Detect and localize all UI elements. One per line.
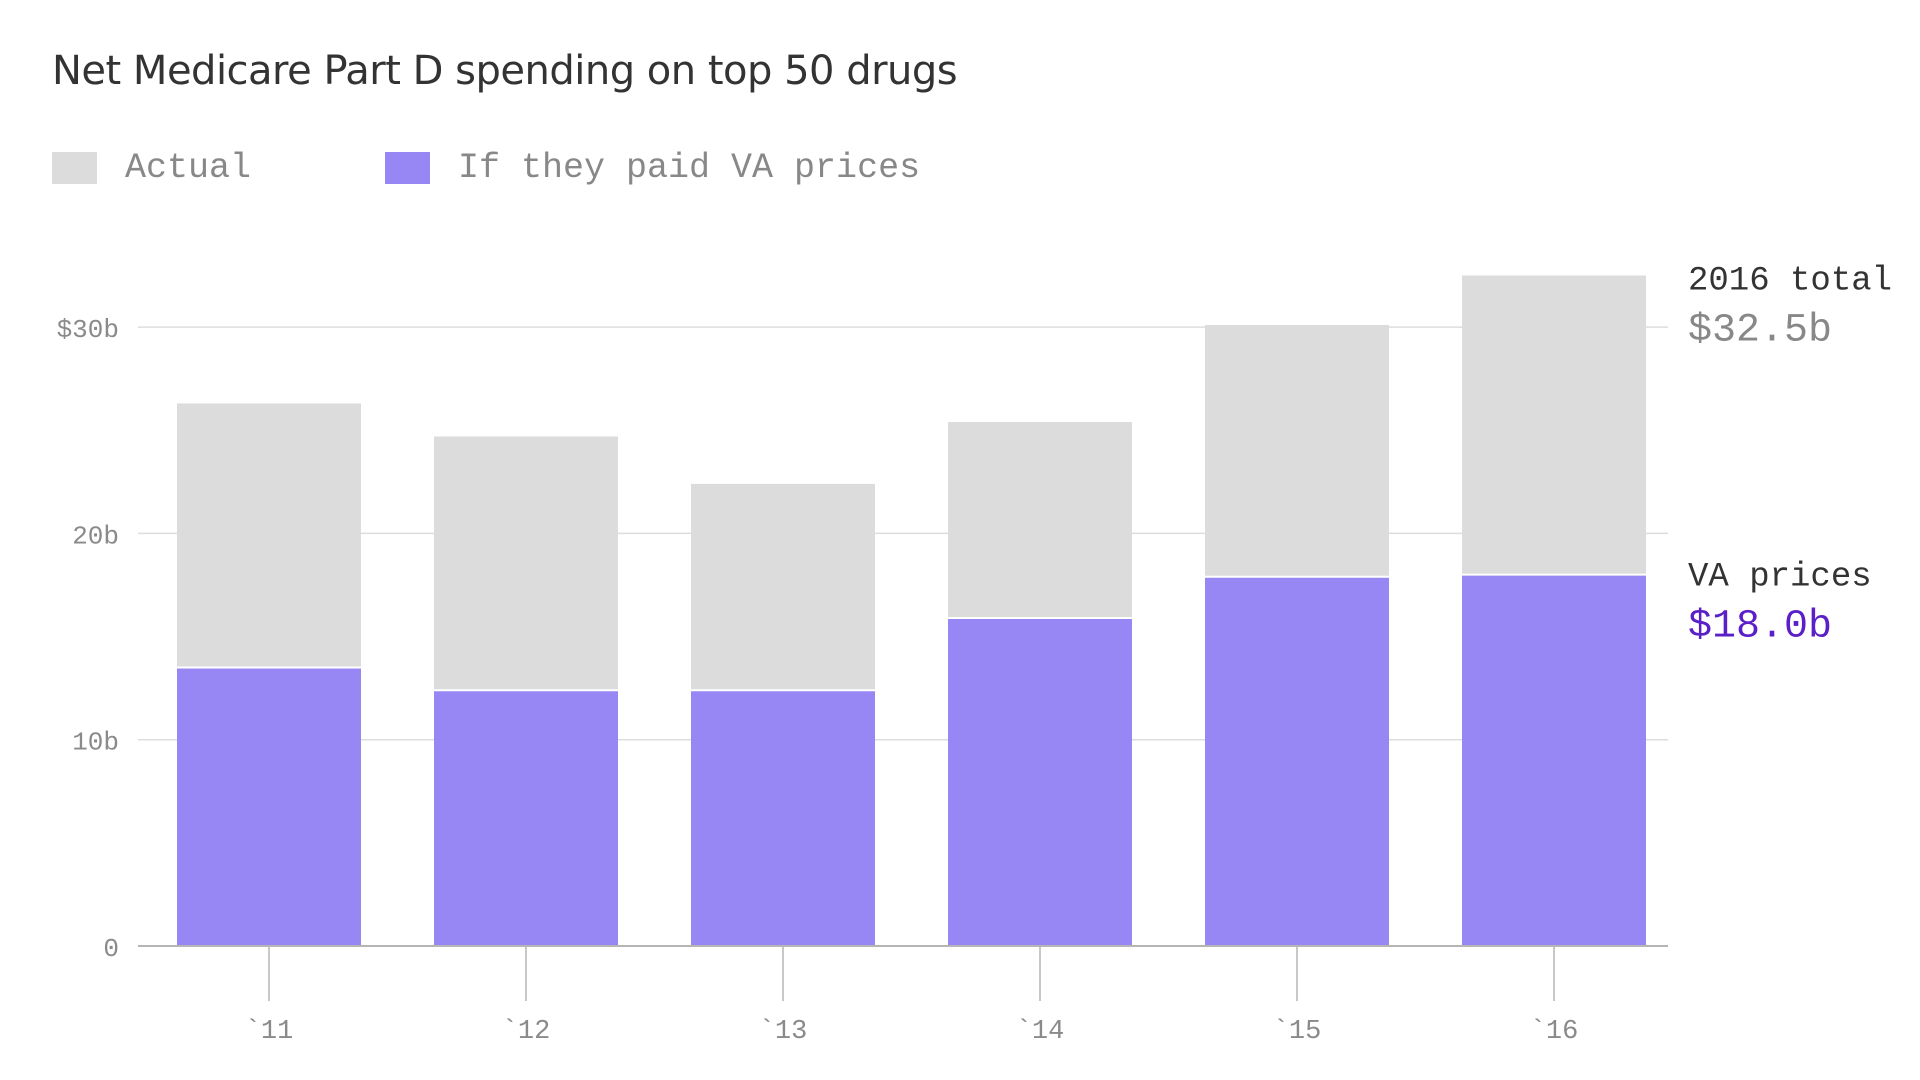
bar-va-4 (1205, 576, 1389, 946)
y-tick-label-0: 0 (103, 934, 119, 964)
legend-swatch-va (385, 152, 430, 184)
annotation-total-label: 2016 total (1688, 263, 1892, 301)
annotation-total-value: $32.5b (1688, 309, 1832, 354)
legend-item-actual: Actual (52, 148, 251, 188)
y-tick-label-2: 20b (72, 521, 119, 551)
x-tick-label-3: `14 (1016, 1017, 1065, 1047)
chart-title: Net Medicare Part D spending on top 50 d… (52, 48, 958, 94)
bar-va-1 (434, 690, 618, 946)
x-tick-label-2: `13 (759, 1017, 808, 1047)
bar-va-0 (177, 667, 361, 946)
label-layer: 2016 total $32.5b VA prices $18.0b (1688, 263, 1892, 650)
x-tick-label-1: `12 (502, 1017, 551, 1047)
bar-va-5 (1462, 574, 1646, 946)
annotation-va-label: VA prices (1688, 559, 1872, 597)
x-tick-label-5: `16 (1530, 1017, 1579, 1047)
legend-label-va: If they paid VA prices (458, 148, 921, 188)
legend-item-va: If they paid VA prices (385, 148, 920, 188)
bar-layer (177, 275, 1646, 946)
legend-label-actual: Actual (125, 148, 252, 188)
grid-layer (138, 326, 1668, 741)
y-tick-label-3: $30b (57, 315, 119, 345)
y-tick-label-1: 10b (72, 728, 119, 758)
x-tick-label-4: `15 (1273, 1017, 1322, 1047)
bar-va-3 (948, 617, 1132, 946)
annotation-va-value: $18.0b (1688, 605, 1832, 650)
bar-va-2 (691, 690, 875, 946)
legend-swatch-actual (52, 152, 97, 184)
x-tick-label-0: `11 (245, 1017, 294, 1047)
axis-layer: 0 10b 20b $30b `11 `12 `13 `14 `15 `16 (57, 315, 1668, 1047)
